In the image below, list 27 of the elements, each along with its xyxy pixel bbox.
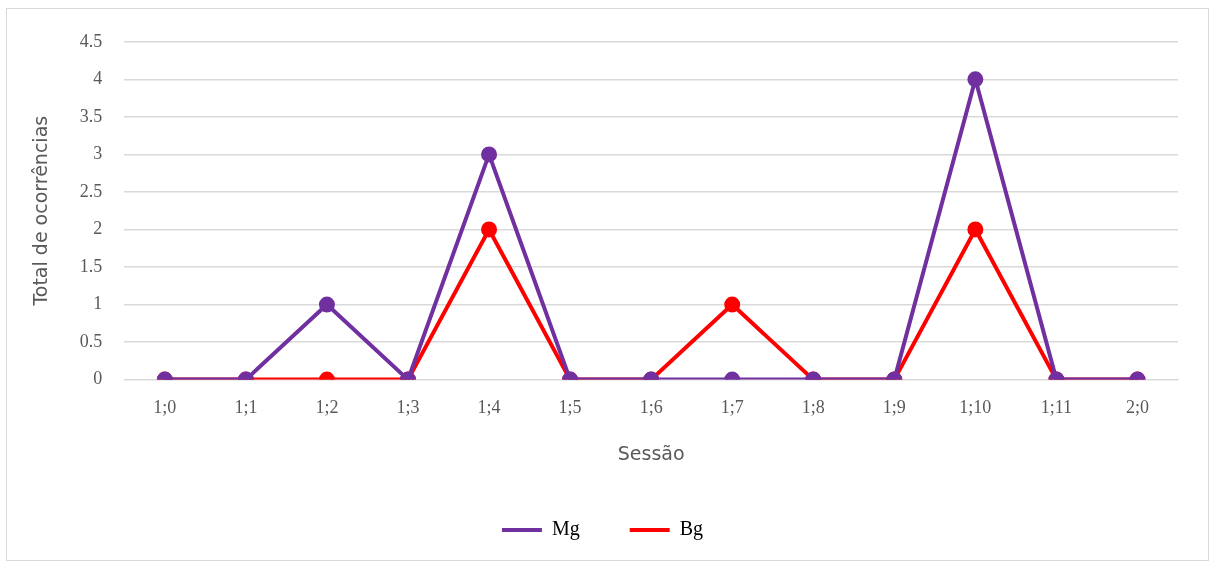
x-tick-label: 1;1 — [234, 397, 258, 418]
legend-label: Bg — [679, 517, 704, 541]
x-tick-label: 1;9 — [882, 397, 906, 418]
y-tick-label: 1 — [93, 293, 103, 314]
y-tick-label: 2 — [93, 218, 103, 239]
x-tick-label: 1;5 — [558, 397, 582, 418]
x-tick-label: 1;4 — [477, 397, 501, 418]
y-tick-label: 3 — [93, 143, 103, 164]
x-tick-label: 1;11 — [1040, 397, 1073, 418]
y-tick-label: 1.5 — [79, 255, 103, 276]
x-tick-label: 1;2 — [315, 397, 339, 418]
x-tick-label: 1;6 — [639, 397, 663, 418]
x-tick-label: 1;7 — [720, 397, 744, 418]
y-axis-title: Total de ocorrências — [29, 115, 52, 307]
y-tick-label: 3.5 — [79, 105, 103, 126]
y-tick-label: 4.5 — [79, 30, 103, 51]
y-tick-label: 4 — [93, 68, 103, 89]
x-tick-label: 2;0 — [1125, 397, 1149, 418]
legend-label: Mg — [551, 517, 580, 541]
y-tick-label: 0 — [93, 368, 103, 389]
x-tick-label: 1;3 — [396, 397, 420, 418]
x-axis-title: Sessão — [617, 441, 685, 464]
x-tick-label: 1;10 — [959, 397, 992, 418]
y-tick-label: 2.5 — [79, 180, 103, 201]
x-tick-label: 1;0 — [153, 397, 177, 418]
x-tick-label: 1;8 — [801, 397, 825, 418]
y-tick-label: 0.5 — [79, 330, 103, 351]
